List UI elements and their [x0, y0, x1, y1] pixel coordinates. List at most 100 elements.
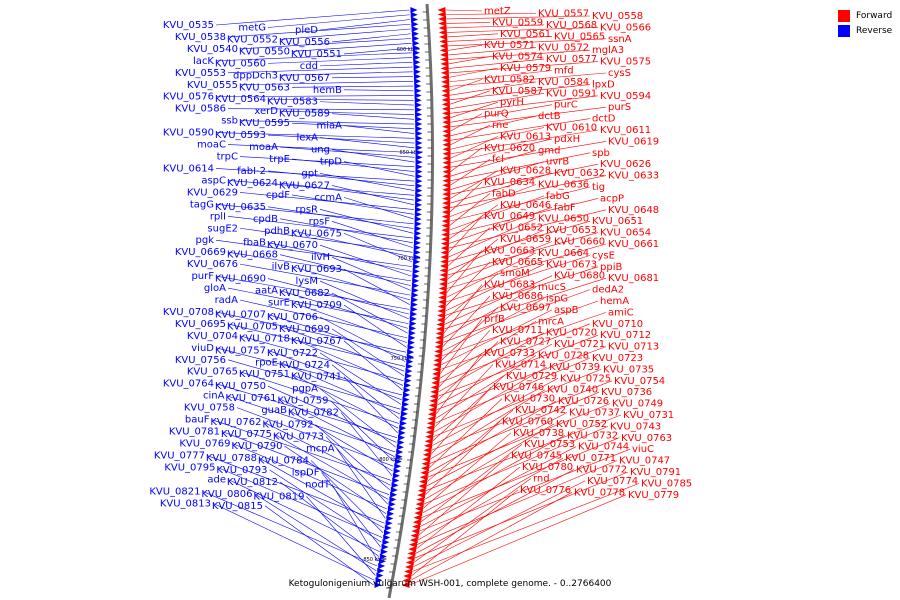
gene-label: pyrH	[500, 97, 524, 108]
gene-label: KVU_0764	[163, 379, 214, 390]
leader-line	[449, 184, 537, 217]
leader-line	[448, 220, 591, 262]
forward-feature	[427, 415, 436, 422]
reverse-feature	[390, 491, 398, 498]
leader-line	[319, 316, 406, 362]
leader-line	[448, 67, 499, 78]
reverse-feature	[384, 529, 392, 536]
reverse-feature	[386, 515, 394, 522]
forward-feature	[428, 402, 437, 409]
forward-feature	[432, 366, 441, 373]
leader-line	[445, 9, 483, 12]
gene-label: KVU_0653	[546, 225, 597, 236]
gene-label: fcl	[492, 154, 504, 165]
leader-line	[291, 230, 413, 258]
reverse-feature	[404, 372, 412, 379]
leader-line	[227, 323, 405, 367]
forward-feature	[437, 298, 446, 305]
gene-label: lacK	[193, 56, 214, 67]
reverse-feature	[396, 444, 404, 451]
leader-line	[336, 448, 386, 519]
leader-line	[438, 329, 491, 388]
forward-feature	[440, 65, 449, 72]
leader-line	[424, 421, 501, 496]
reverse-feature	[410, 11, 418, 18]
leader-line	[306, 496, 376, 576]
reverse-feature	[391, 482, 399, 489]
forward-feature	[441, 78, 450, 85]
reverse-feature	[375, 577, 383, 584]
leader-line	[431, 378, 559, 447]
leader-line	[435, 352, 483, 415]
forward-feature	[441, 96, 450, 103]
forward-feature	[441, 83, 450, 90]
leader-line	[267, 134, 415, 144]
gene-label: KVU_0736	[601, 387, 652, 398]
forward-feature	[441, 101, 450, 108]
leader-line	[278, 397, 395, 457]
leader-line	[445, 264, 545, 312]
gene-label: cpdB	[253, 214, 278, 225]
gene-label: KVU_0629	[187, 187, 238, 198]
gene-label: KVU_0791	[630, 467, 681, 478]
gene-label: KVU_0673	[546, 259, 597, 270]
forward-feature	[409, 537, 418, 544]
gene-label: KVU_0726	[558, 396, 609, 407]
leader-line	[331, 484, 379, 562]
leader-line	[424, 423, 555, 500]
gene-label: KVU_0540	[187, 44, 238, 55]
forward-feature	[438, 29, 447, 36]
forward-feature	[441, 209, 450, 216]
gene-label: KVU_0793	[216, 465, 267, 476]
reverse-feature	[415, 125, 423, 132]
gene-label: KVU_0550	[239, 46, 290, 57]
leader-line	[331, 221, 413, 248]
gene-label: KVU_0724	[279, 360, 330, 371]
forward-feature	[411, 528, 420, 535]
gene-label: KVU_0776	[520, 485, 571, 496]
forward-feature	[441, 92, 450, 99]
leader-line	[420, 443, 523, 523]
gene-label: KVU_0812	[227, 477, 278, 488]
forward-leader-lines	[409, 9, 640, 586]
reverse-feature	[374, 582, 382, 588]
leader-line	[433, 369, 602, 438]
reverse-feature	[392, 472, 400, 479]
reverse-feature	[413, 59, 421, 66]
gene-label: KVU_0683	[484, 280, 535, 291]
leader-line	[419, 446, 577, 527]
leader-line	[446, 15, 591, 20]
gene-label: KVU_0675	[291, 228, 342, 239]
gene-label: aspC	[201, 175, 226, 186]
gene-label: hemA	[600, 296, 629, 307]
leader-line	[215, 9, 410, 26]
gene-label: KVU_0663	[484, 245, 535, 256]
leader-line	[319, 173, 415, 191]
gene-label: KVU_0778	[574, 487, 625, 498]
leader-line	[447, 36, 553, 42]
leader-line	[442, 298, 545, 352]
leader-line	[432, 375, 505, 442]
forward-feature	[438, 285, 447, 292]
reverse-feature	[377, 567, 385, 574]
leader-line	[412, 480, 586, 568]
leader-line	[448, 215, 483, 253]
gene-label: KVU_0567	[279, 73, 330, 84]
forward-feature	[441, 222, 450, 229]
gene-label: KVU_0610	[546, 123, 597, 134]
gene-label: KVU_0735	[603, 364, 654, 375]
leader-line	[450, 170, 499, 199]
gene-label: gpt	[301, 168, 318, 179]
leader-line	[428, 398, 503, 469]
forward-feature	[442, 155, 451, 162]
leader-line	[436, 343, 553, 406]
leader-line	[343, 89, 414, 92]
gene-label: KVU_0627	[279, 180, 330, 191]
leader-line	[227, 216, 414, 239]
gene-label: KVU_0757	[215, 345, 266, 356]
leader-line	[422, 432, 512, 509]
forward-feature	[426, 420, 435, 427]
reverse-gene-labels: KVU_0535 metG pleD KVU_0538 KVU_0552 KVU_0556…	[149, 20, 342, 512]
leader-line	[448, 49, 591, 60]
